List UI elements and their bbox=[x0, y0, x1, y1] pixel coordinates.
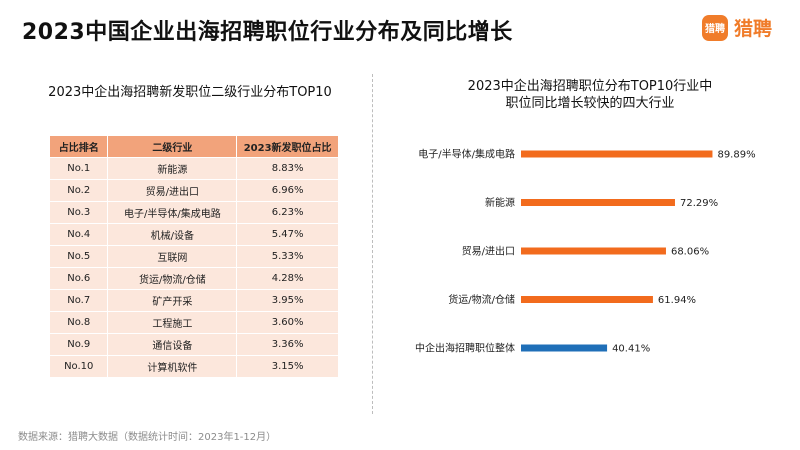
share-cell: 6.96% bbox=[236, 179, 339, 202]
share-cell: 3.95% bbox=[236, 289, 339, 312]
rank-cell: No.1 bbox=[48, 157, 109, 180]
rank-cell: No.9 bbox=[48, 333, 109, 356]
value-label: 89.89% bbox=[717, 150, 755, 161]
header-rank: 占比排名 bbox=[48, 135, 109, 158]
industry-cell: 互联网 bbox=[107, 245, 238, 268]
chart-title-line-2: 职位同比增长较快的四大行业 bbox=[505, 96, 675, 111]
share-cell: 3.60% bbox=[236, 311, 339, 334]
growth-bar-chart: 电子/半导体/集成电路 89.89% 新能源 72.29% 贸易/进出口 68.06% 货运… bbox=[415, 148, 756, 355]
panel-divider bbox=[372, 74, 373, 414]
table-row: No.2 贸易/进出口 6.96% bbox=[48, 179, 339, 202]
bar bbox=[521, 296, 653, 303]
industry-cell: 计算机软件 bbox=[107, 355, 238, 378]
share-cell: 3.15% bbox=[236, 355, 339, 378]
bar bbox=[521, 344, 608, 352]
share-cell: 3.36% bbox=[236, 333, 339, 356]
chart-title: 2023中企出海招聘职位分布TOP10行业中 职位同比增长较快的四大行业 bbox=[420, 78, 760, 112]
rank-cell: No.6 bbox=[48, 267, 109, 290]
rank-cell: No.2 bbox=[48, 179, 109, 202]
logo-badge-icon: 猎聘 bbox=[701, 14, 728, 41]
page-title: 2023中国企业出海招聘职位行业分布及同比增长 bbox=[22, 20, 513, 45]
industry-cell: 贸易/进出口 bbox=[107, 179, 238, 202]
table-row: No.4 机械/设备 5.47% bbox=[48, 223, 339, 246]
category-label: 货运/物流/仓储 bbox=[448, 293, 515, 306]
table-row: No.5 互联网 5.33% bbox=[48, 245, 339, 268]
table-row: No.10 计算机软件 3.15% bbox=[48, 355, 339, 378]
bar bbox=[521, 150, 713, 158]
table-row: No.1 新能源 8.83% bbox=[48, 157, 339, 180]
industry-ranking-table: 占比排名 二级行业 2023新发职位占比 No.1 新能源 8.83% No.2… bbox=[48, 135, 339, 378]
rank-cell: No.10 bbox=[48, 355, 109, 378]
rank-cell: No.3 bbox=[48, 201, 109, 224]
table-header-row: 占比排名 二级行业 2023新发职位占比 bbox=[48, 135, 339, 158]
table-row: No.8 工程施工 3.60% bbox=[48, 311, 339, 334]
rank-cell: No.4 bbox=[48, 223, 109, 246]
table-title: 2023中企出海招聘新发职位二级行业分布TOP10 bbox=[48, 85, 332, 100]
category-label: 电子/半导体/集成电路 bbox=[418, 148, 515, 161]
share-cell: 8.83% bbox=[236, 157, 339, 180]
industry-cell: 货运/物流/仓储 bbox=[107, 267, 238, 290]
chart-title-line-1: 2023中企出海招聘职位分布TOP10行业中 bbox=[467, 79, 713, 94]
rank-cell: No.5 bbox=[48, 245, 109, 268]
table-row: No.7 矿产开采 3.95% bbox=[48, 289, 339, 312]
share-cell: 5.33% bbox=[236, 245, 339, 268]
header-share: 2023新发职位占比 bbox=[236, 135, 339, 158]
table-row: No.9 通信设备 3.36% bbox=[48, 333, 339, 356]
share-cell: 6.23% bbox=[236, 201, 339, 224]
industry-cell: 工程施工 bbox=[107, 311, 238, 334]
table-row: No.3 电子/半导体/集成电路 6.23% bbox=[48, 201, 339, 224]
category-label: 贸易/进出口 bbox=[462, 245, 515, 258]
liepin-logo: 猎聘 猎聘 bbox=[701, 14, 772, 41]
category-label: 中企出海招聘职位整体 bbox=[415, 342, 515, 355]
industry-cell: 电子/半导体/集成电路 bbox=[107, 201, 238, 224]
table-row: No.6 货运/物流/仓储 4.28% bbox=[48, 267, 339, 290]
industry-cell: 通信设备 bbox=[107, 333, 238, 356]
industry-cell: 新能源 bbox=[107, 157, 238, 180]
rank-cell: No.8 bbox=[48, 311, 109, 334]
industry-cell: 矿产开采 bbox=[107, 289, 238, 312]
value-label: 61.94% bbox=[658, 295, 696, 306]
bar bbox=[521, 199, 675, 206]
category-label: 新能源 bbox=[485, 196, 515, 209]
share-cell: 4.28% bbox=[236, 267, 339, 290]
value-label: 40.41% bbox=[612, 344, 650, 355]
value-label: 68.06% bbox=[671, 247, 709, 258]
share-cell: 5.47% bbox=[236, 223, 339, 246]
logo-text: 猎聘 bbox=[733, 18, 772, 40]
header-industry: 二级行业 bbox=[107, 135, 238, 158]
bar bbox=[521, 247, 666, 255]
industry-cell: 机械/设备 bbox=[107, 223, 238, 246]
rank-cell: No.7 bbox=[48, 289, 109, 312]
data-source-note: 数据来源：猎聘大数据（数据统计时间：2023年1-12月） bbox=[18, 432, 277, 443]
value-label: 72.29% bbox=[680, 198, 718, 209]
